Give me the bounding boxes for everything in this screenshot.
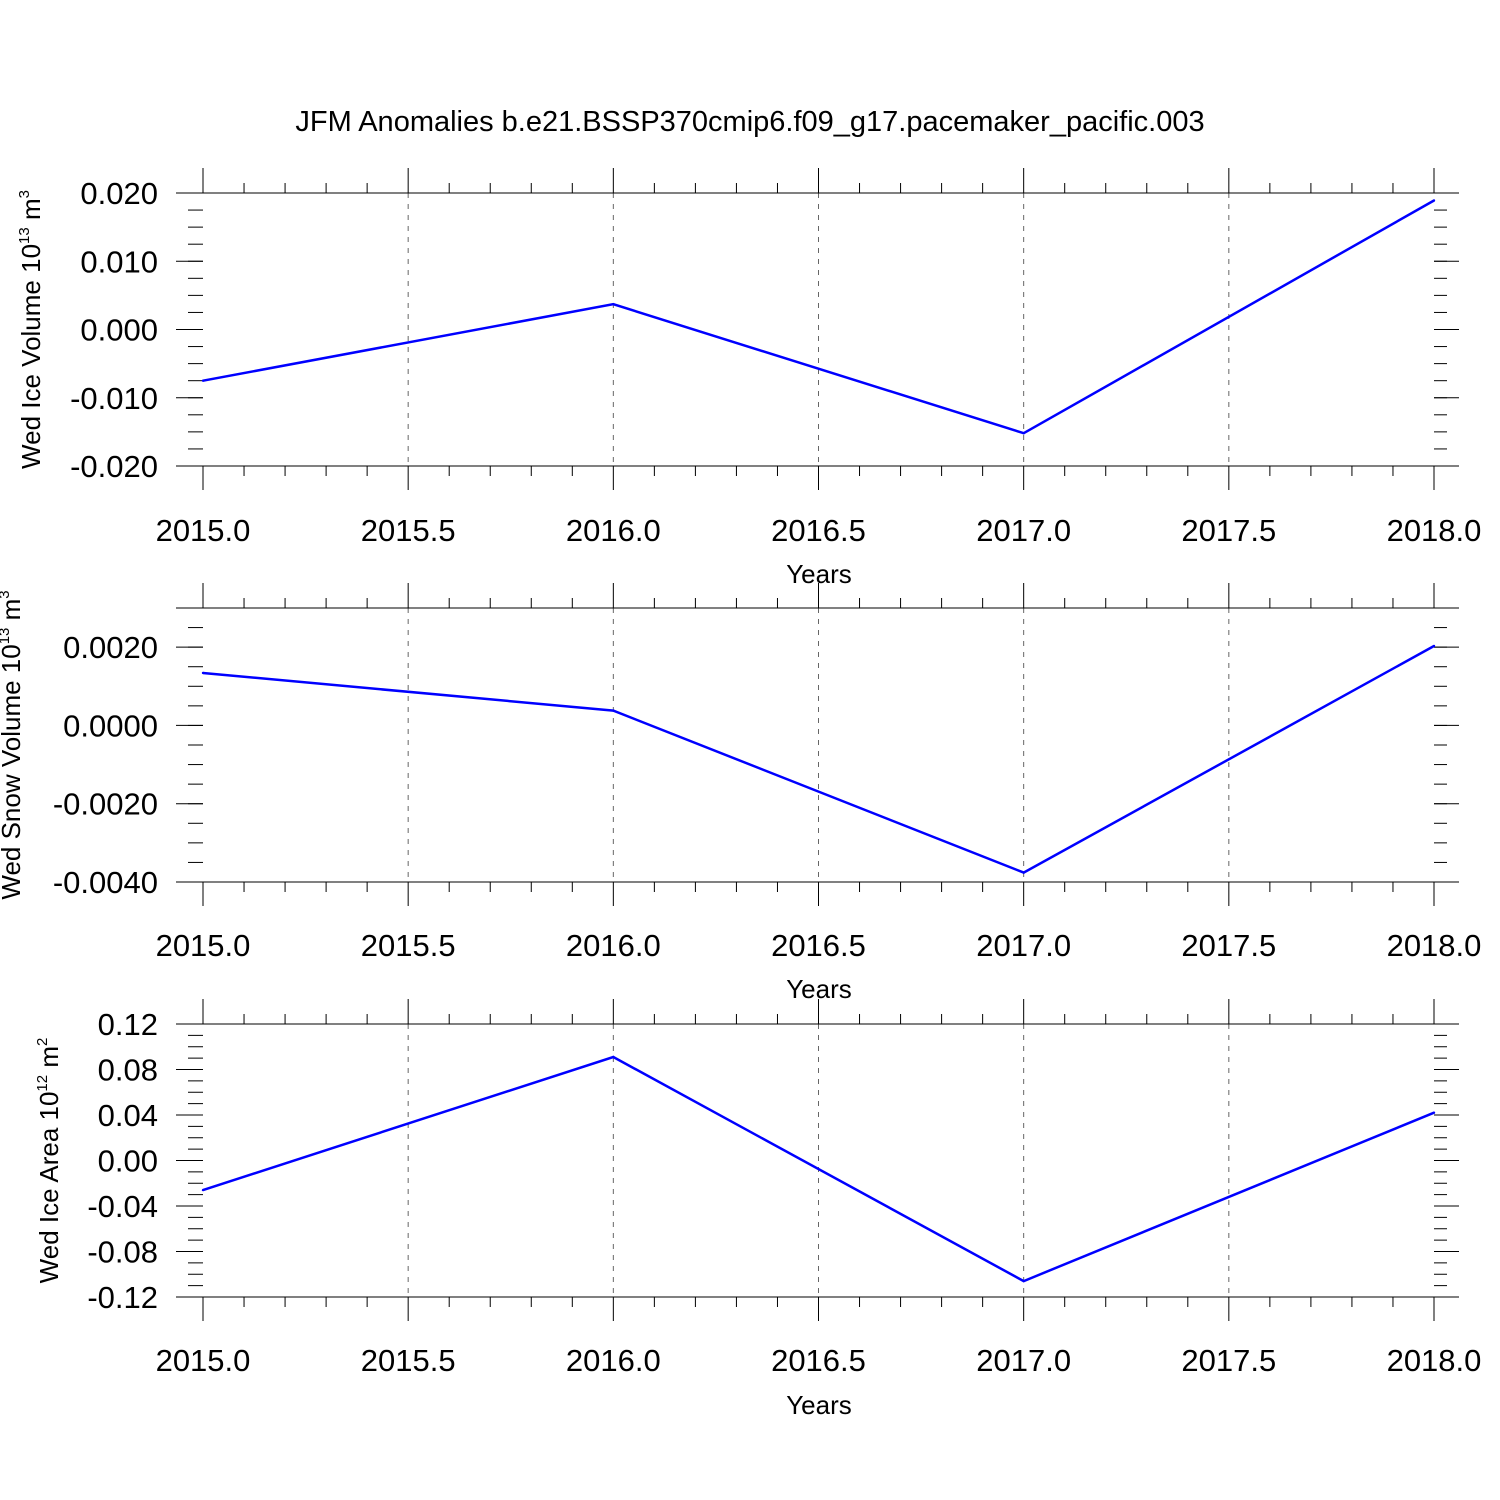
data-point [1022,871,1025,874]
x-tick-label: 2015.5 [361,928,456,963]
y-axis-label: Wed Ice Volume 1013 m3 [16,190,46,469]
x-tick-label: 2015.5 [361,513,456,548]
x-tick-label: 2016.0 [566,928,661,963]
data-point [612,303,615,306]
x-tick-label: 2017.0 [976,1343,1071,1378]
y-tick-label: 0.12 [98,1007,158,1042]
x-tick-label: 2015.0 [156,513,251,548]
x-tick-label: 2018.0 [1387,1343,1482,1378]
x-tick-label: 2018.0 [1387,513,1482,548]
data-point [1432,1111,1436,1114]
y-tick-label: 0.020 [80,176,158,211]
chart-panel-3: 0.12 0.08 0.04 0.00 -0.04 -0.08 -0.12 2015.0 201… [34,999,1481,1420]
series-line [202,199,1435,435]
y-tick-label: -0.08 [87,1235,158,1270]
x-tick-label: 2017.5 [1181,513,1276,548]
x-tick-label: 2017.5 [1181,928,1276,963]
data-point [201,671,205,675]
y-tick-label: 0.0020 [63,630,158,665]
y-tick-label: 0.04 [98,1098,158,1133]
y-tick-label: 0.0000 [63,708,158,743]
y-tick-label: 0.000 [80,313,158,348]
figure-title: JFM Anomalies b.e21.BSSP370cmip6.f09_g17… [295,106,1204,138]
data-point [1432,199,1436,202]
data-point [612,1055,615,1059]
data-point [1432,644,1436,648]
y-tick-label: -0.020 [70,449,158,484]
x-axis-label: Years [786,1390,852,1420]
series-line [202,1055,1435,1283]
data-point [612,709,615,712]
x-tick-label: 2016.0 [566,513,661,548]
y-tick-label: -0.04 [87,1189,158,1224]
data-point [201,1188,205,1192]
x-tick-label: 2017.5 [1181,1343,1276,1378]
y-axis-label: Wed Ice Area 1012 m2 [34,1038,64,1284]
x-tick-label: 2015.0 [156,1343,251,1378]
data-point [1022,1279,1025,1283]
y-axis-label: Wed Snow Volume 1013 m3 [0,590,26,899]
chart-panel-2: 0.0020 0.0000 -0.0020 -0.0040 2015.0 2015.5 20… [0,583,1481,1004]
y-tick-label: 0.010 [80,244,158,279]
data-point [1022,432,1025,435]
chart-panel-1: 0.020 0.010 0.000 -0.010 -0.020 2015.0 2015.5 2… [16,168,1481,589]
x-tick-label: 2016.5 [771,928,866,963]
x-tick-label: 2015.0 [156,928,251,963]
data-point [201,379,205,382]
x-tick-label: 2016.5 [771,1343,866,1378]
x-tick-label: 2017.0 [976,928,1071,963]
y-tick-label: 0.00 [98,1144,158,1179]
y-tick-label: -0.0040 [53,865,158,900]
y-tick-label: -0.010 [70,381,158,416]
y-tick-label: 0.08 [98,1053,158,1088]
x-tick-label: 2016.5 [771,513,866,548]
x-tick-label: 2015.5 [361,1343,456,1378]
x-tick-label: 2018.0 [1387,928,1482,963]
y-tick-label: -0.0020 [53,787,158,822]
series-line [202,644,1435,874]
x-tick-label: 2017.0 [976,513,1071,548]
y-tick-label: -0.12 [87,1280,158,1315]
x-tick-label: 2016.0 [566,1343,661,1378]
